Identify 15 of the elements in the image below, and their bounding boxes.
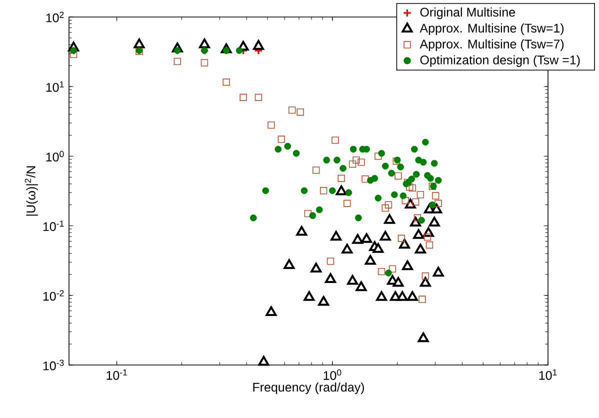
x-tick-label: 10$^{1}$	[539, 369, 557, 380]
y-tick-label: 10$^{-1}$	[43, 220, 64, 232]
x-tick-label: 10$^{0}$	[324, 369, 342, 380]
legend-label: Approx. Multisine (Tsw=7)	[420, 39, 564, 51]
y-tick-label: 10$^{-2}$	[43, 290, 64, 301]
legend-label: Optimization design (Tsw =1)	[420, 55, 580, 67]
y-tick-label: 10$^{0}$	[46, 150, 64, 162]
y-axis-title: |U(ω)|$^{2}$/N	[24, 166, 38, 216]
y-tick-label: 10$^{-3}$	[43, 360, 64, 370]
legend-label: Original Multisine	[420, 7, 515, 20]
y-tick-label: 10$^{1}$	[46, 81, 64, 92]
legend-label: Approx. Multisine (Tsw=1)	[420, 23, 564, 36]
x-axis-title: Frequency (rad/day)	[253, 382, 364, 394]
x-tick-label: 10$^{-1}$	[106, 369, 127, 380]
y-tick-label: 10$^{2}$	[46, 12, 64, 22]
